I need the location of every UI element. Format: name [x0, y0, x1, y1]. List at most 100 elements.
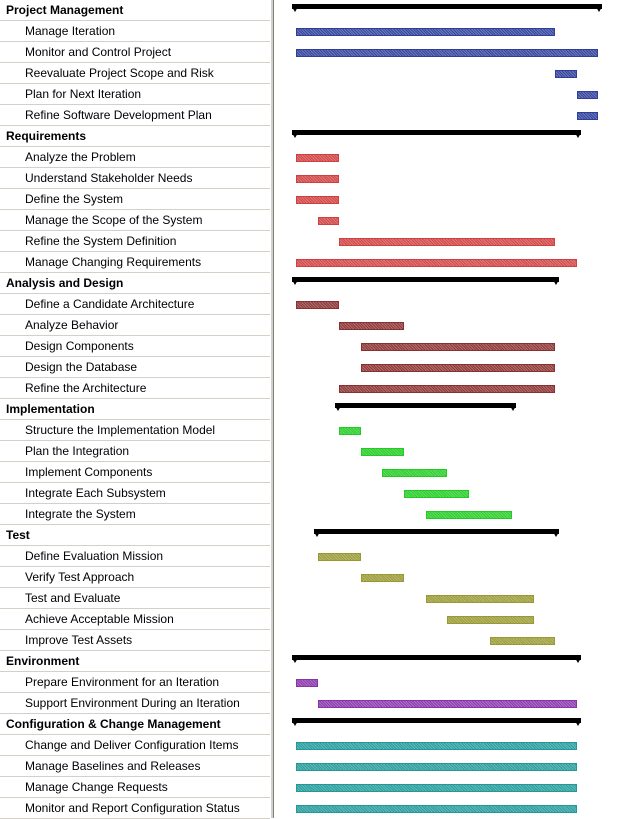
task-name: Manage Baselines and Releases [25, 759, 201, 773]
task-name: Reevaluate Project Scope and Risk [25, 66, 214, 80]
task-bar[interactable] [296, 742, 577, 750]
task-name: Understand Stakeholder Needs [25, 171, 193, 185]
task-bar[interactable] [360, 448, 404, 456]
task-bar[interactable] [360, 574, 404, 582]
summary-bar[interactable] [292, 4, 603, 12]
task-bar[interactable] [490, 637, 556, 645]
task-row[interactable]: Integrate Each Subsystem [0, 483, 270, 504]
task-row[interactable]: Integrate the System [0, 504, 270, 525]
task-name: Manage Iteration [25, 24, 116, 38]
group-row[interactable]: Test [0, 525, 270, 546]
group-row[interactable]: Configuration & Change Management [0, 714, 270, 735]
gantt-chart-area [274, 0, 620, 818]
task-name: Implement Components [25, 465, 153, 479]
task-bar[interactable] [360, 343, 556, 351]
task-bar[interactable] [317, 553, 361, 561]
group-row[interactable]: Analysis and Design [0, 273, 270, 294]
column-splitter[interactable] [270, 0, 274, 818]
group-row[interactable]: Environment [0, 651, 270, 672]
task-name: Refine the System Definition [25, 234, 177, 248]
task-row[interactable]: Manage Baselines and Releases [0, 756, 270, 777]
task-bar[interactable] [296, 196, 340, 204]
task-name: Analyze the Problem [25, 150, 136, 164]
task-row[interactable]: Monitor and Report Configuration Status [0, 798, 270, 819]
group-name: Test [6, 528, 30, 542]
task-name: Define Evaluation Mission [25, 549, 164, 563]
task-bar[interactable] [576, 112, 599, 120]
summary-bar[interactable] [335, 403, 516, 411]
task-row[interactable]: Plan for Next Iteration [0, 84, 270, 105]
task-row[interactable]: Improve Test Assets [0, 630, 270, 651]
task-name: Refine Software Development Plan [25, 108, 212, 122]
task-name: Manage Change Requests [25, 780, 168, 794]
task-name: Design Components [25, 339, 134, 353]
task-name: Plan for Next Iteration [25, 87, 142, 101]
task-bar[interactable] [296, 259, 577, 267]
task-name: Support Environment During an Iteration [25, 696, 240, 710]
task-row[interactable]: Manage Iteration [0, 21, 270, 42]
summary-bar[interactable] [292, 130, 581, 138]
task-bar[interactable] [296, 28, 556, 36]
task-bar[interactable] [296, 175, 340, 183]
task-row[interactable]: Support Environment During an Iteration [0, 693, 270, 714]
task-row[interactable]: Verify Test Approach [0, 567, 270, 588]
group-row[interactable]: Implementation [0, 399, 270, 420]
task-name: Define the System [25, 192, 124, 206]
task-row[interactable]: Refine the System Definition [0, 231, 270, 252]
task-bar[interactable] [339, 385, 556, 393]
task-row[interactable]: Change and Deliver Configuration Items [0, 735, 270, 756]
task-row[interactable]: Prepare Environment for an Iteration [0, 672, 270, 693]
task-row[interactable]: Define the System [0, 189, 270, 210]
summary-bar[interactable] [292, 655, 581, 663]
task-bar[interactable] [382, 469, 448, 477]
task-row[interactable]: Achieve Acceptable Mission [0, 609, 270, 630]
task-bar[interactable] [296, 49, 599, 57]
task-row[interactable]: Structure the Implementation Model [0, 420, 270, 441]
task-name: Plan the Integration [25, 444, 130, 458]
task-name: Monitor and Report Configuration Status [25, 801, 240, 815]
task-bar[interactable] [339, 238, 556, 246]
task-row[interactable]: Design Components [0, 336, 270, 357]
group-name: Implementation [6, 402, 95, 416]
task-bar[interactable] [296, 301, 340, 309]
summary-bar[interactable] [313, 529, 560, 537]
task-row[interactable]: Monitor and Control Project [0, 42, 270, 63]
task-bar[interactable] [555, 70, 577, 78]
task-bar[interactable] [317, 700, 577, 708]
task-bar[interactable] [360, 364, 556, 372]
task-bar[interactable] [296, 763, 577, 771]
task-bar[interactable] [296, 679, 318, 687]
task-row[interactable]: Implement Components [0, 462, 270, 483]
task-bar[interactable] [317, 217, 340, 225]
task-row[interactable]: Analyze the Problem [0, 147, 270, 168]
group-row[interactable]: Requirements [0, 126, 270, 147]
summary-bar[interactable] [292, 277, 560, 285]
task-bar[interactable] [404, 490, 469, 498]
summary-bar[interactable] [292, 718, 581, 726]
task-bar[interactable] [339, 322, 404, 330]
group-row[interactable]: Project Management [0, 0, 270, 21]
task-row[interactable]: Manage Change Requests [0, 777, 270, 798]
task-row[interactable]: Manage Changing Requirements [0, 252, 270, 273]
task-bar[interactable] [425, 595, 534, 603]
task-row[interactable]: Refine the Architecture [0, 378, 270, 399]
task-bar[interactable] [576, 91, 599, 99]
task-bar[interactable] [296, 805, 577, 813]
task-row[interactable]: Test and Evaluate [0, 588, 270, 609]
task-row[interactable]: Refine Software Development Plan [0, 105, 270, 126]
task-name: Analyze Behavior [25, 318, 119, 332]
task-bar[interactable] [296, 784, 577, 792]
task-row[interactable]: Manage the Scope of the System [0, 210, 270, 231]
task-row[interactable]: Understand Stakeholder Needs [0, 168, 270, 189]
group-name: Configuration & Change Management [6, 717, 221, 731]
task-bar[interactable] [425, 511, 512, 519]
task-row[interactable]: Define Evaluation Mission [0, 546, 270, 567]
task-row[interactable]: Define a Candidate Architecture [0, 294, 270, 315]
task-row[interactable]: Reevaluate Project Scope and Risk [0, 63, 270, 84]
task-bar[interactable] [447, 616, 534, 624]
task-bar[interactable] [339, 427, 361, 435]
task-row[interactable]: Plan the Integration [0, 441, 270, 462]
task-row[interactable]: Analyze Behavior [0, 315, 270, 336]
task-bar[interactable] [296, 154, 340, 162]
task-row[interactable]: Design the Database [0, 357, 270, 378]
